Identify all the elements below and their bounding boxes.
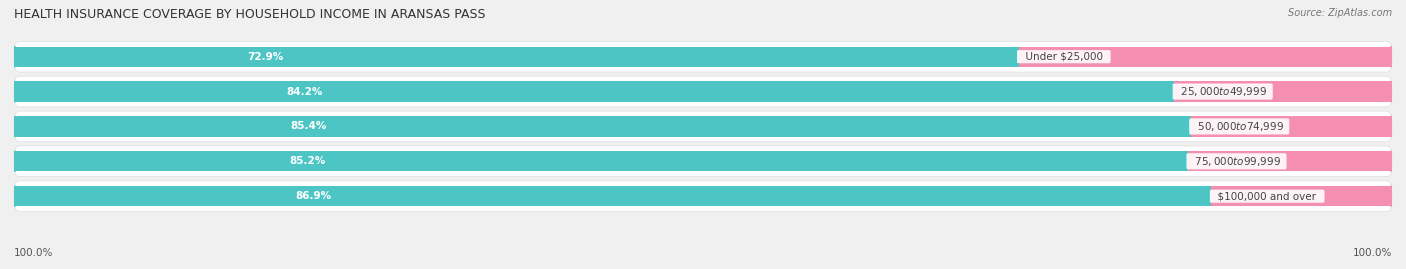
Text: 72.9%: 72.9% xyxy=(247,52,283,62)
Circle shape xyxy=(10,116,18,137)
Circle shape xyxy=(10,186,18,206)
Bar xyxy=(14,47,1018,67)
Text: $100,000 and over: $100,000 and over xyxy=(1212,191,1323,201)
FancyBboxPatch shape xyxy=(14,41,1392,72)
Text: 84.2%: 84.2% xyxy=(285,87,322,97)
Circle shape xyxy=(10,82,18,102)
Text: 85.4%: 85.4% xyxy=(290,121,326,132)
Circle shape xyxy=(10,47,18,67)
Circle shape xyxy=(1388,82,1396,102)
Text: 100.0%: 100.0% xyxy=(14,248,53,258)
Text: HEALTH INSURANCE COVERAGE BY HOUSEHOLD INCOME IN ARANSAS PASS: HEALTH INSURANCE COVERAGE BY HOUSEHOLD I… xyxy=(14,8,485,21)
FancyBboxPatch shape xyxy=(14,146,1392,177)
Bar xyxy=(1174,82,1392,102)
Text: 100.0%: 100.0% xyxy=(1353,248,1392,258)
Text: 86.9%: 86.9% xyxy=(295,191,332,201)
Circle shape xyxy=(1388,47,1396,67)
Text: $50,000 to $74,999: $50,000 to $74,999 xyxy=(1191,120,1288,133)
FancyBboxPatch shape xyxy=(14,76,1392,107)
Circle shape xyxy=(1388,116,1396,137)
Circle shape xyxy=(1388,151,1396,171)
Text: Source: ZipAtlas.com: Source: ZipAtlas.com xyxy=(1288,8,1392,18)
FancyBboxPatch shape xyxy=(14,181,1392,211)
Bar xyxy=(1191,116,1392,137)
Bar xyxy=(14,186,1212,206)
Bar xyxy=(1018,47,1392,67)
Bar xyxy=(14,151,1188,171)
Bar xyxy=(1212,186,1392,206)
FancyBboxPatch shape xyxy=(14,111,1392,142)
Bar xyxy=(1188,151,1392,171)
Bar xyxy=(14,116,1191,137)
Circle shape xyxy=(10,151,18,171)
Bar xyxy=(14,82,1174,102)
Text: 85.2%: 85.2% xyxy=(290,156,326,166)
Text: $25,000 to $49,999: $25,000 to $49,999 xyxy=(1174,85,1271,98)
Text: Under $25,000: Under $25,000 xyxy=(1018,52,1109,62)
Text: $75,000 to $99,999: $75,000 to $99,999 xyxy=(1188,155,1285,168)
Circle shape xyxy=(1388,186,1396,206)
